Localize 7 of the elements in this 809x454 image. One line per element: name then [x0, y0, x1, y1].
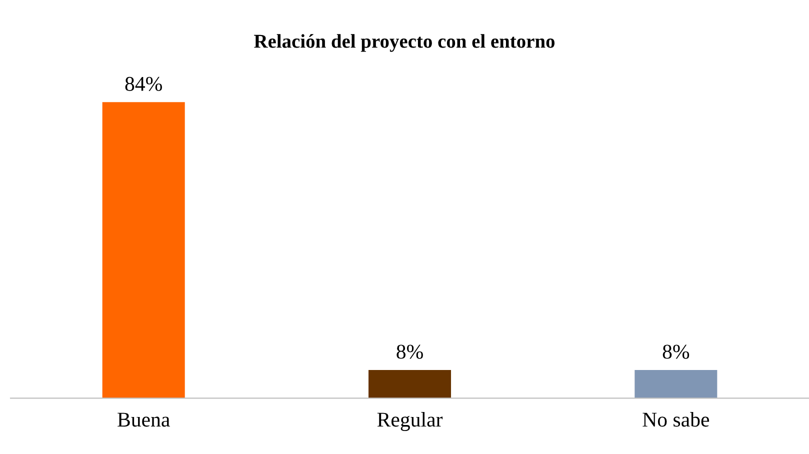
data-label: 8%: [662, 344, 690, 359]
x-tick-label: Regular: [377, 412, 443, 431]
data-label: 84%: [125, 76, 162, 92]
x-tick-label: No sabe: [642, 412, 710, 427]
chart-title: Relación del proyecto con el entorno: [254, 34, 555, 52]
x-tick-label: Buena: [118, 412, 170, 427]
data-label: 8%: [396, 344, 423, 359]
